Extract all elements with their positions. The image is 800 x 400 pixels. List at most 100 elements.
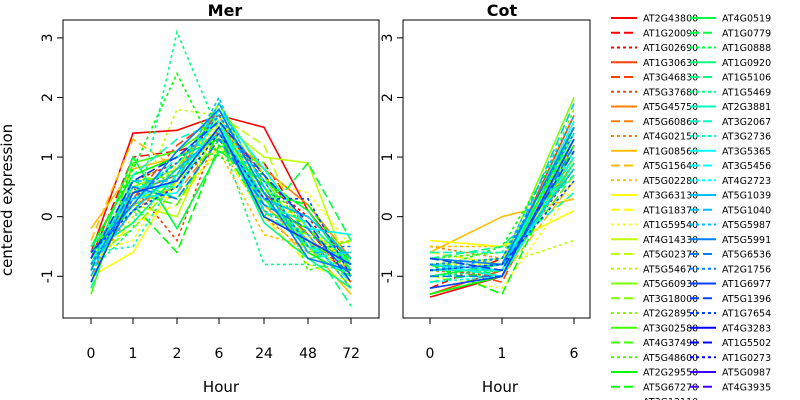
y-tick-label: 2 [380,93,396,102]
legend-label: AT2G1756 [722,264,771,275]
series-line [429,150,575,272]
y-tick-label: -1 [40,269,56,283]
legend-label: AT3G5456 [722,161,771,172]
legend-label: AT1G18370 [643,205,698,216]
legend: AT2G43800 AT1G20090 AT1G02690 AT1G30630 AT3G… [611,14,771,400]
panel-mer: Mer -1 0 1 2 3 0 1 2 6 24 48 72 Hour [40,1,380,396]
legend-label: AT3G02580 [643,323,698,334]
series-line [90,29,352,272]
legend-label: AT5G48600 [643,353,698,364]
y-tick-label: 0 [380,212,396,221]
legend-label: AT5G67270 [643,382,698,393]
x-axis-label-cot: Hour [482,378,519,396]
series-line [90,149,352,271]
legend-label: AT4G37490 [643,338,698,349]
legend-label: AT5G60860 [643,117,698,128]
series-line [90,137,352,277]
legend-label: AT1G7654 [722,309,771,320]
panel-title-mer: Mer [208,1,243,20]
legend-label: AT3G2736 [722,132,771,143]
y-axis-label: centered expression [0,124,16,276]
legend-label: AT3G12110 [643,397,698,400]
x-tick-label: 48 [299,346,317,362]
y-tick-label: 3 [380,33,396,42]
series-line [429,132,575,266]
legend-label: AT2G29550 [643,368,698,379]
legend-label: AT1G0273 [722,353,771,364]
x-axis-label-mer: Hour [203,378,240,396]
y-tick-label: 0 [40,212,56,221]
legend-label: AT5G5991 [722,235,771,246]
legend-label: AT5G02370 [643,250,698,261]
x-tick-label: 2 [173,346,182,362]
series-line [90,132,352,265]
series-line [429,174,575,260]
series-line [90,108,352,272]
legend-label: AT4G02150 [643,132,698,143]
legend-label: AT2G28950 [643,309,698,320]
legend-label: AT3G18000 [643,294,698,305]
legend-label: AT1G0888 [722,43,771,54]
series-line [429,138,575,289]
series-line [90,108,352,271]
legend-label: AT5G60930 [643,279,698,290]
legend-label: AT1G20090 [643,28,698,39]
series-line [90,120,352,283]
y-tick-label: 2 [40,93,56,102]
series-line [90,101,351,277]
legend-label: AT1G02690 [643,43,698,54]
legend-label: AT1G0779 [722,28,771,39]
legend-label: AT1G30630 [643,58,698,69]
plot-frame-cot [402,19,591,319]
series-line [429,198,575,254]
legend-label: AT5G37680 [643,87,698,98]
x-tick-label: 72 [342,346,360,362]
legend-label: AT1G5469 [722,87,771,98]
legend-label: AT5G1396 [722,294,771,305]
legend-label: AT5G02280 [643,176,698,187]
x-tick-label: 6 [570,346,579,362]
y-tick-label: 3 [40,33,56,42]
series-line [90,125,352,283]
x-tick-label: 24 [255,346,273,362]
legend-label: AT5G6536 [722,250,771,261]
panel-cot: Cot -1 0 1 2 3 0 1 6 Hour [380,1,591,396]
y-tick-label: 1 [380,153,396,162]
legend-label: AT3G46830 [643,73,698,84]
legend-label: AT5G1039 [722,191,771,202]
legend-label: AT3G63130 [643,191,698,202]
legend-label: AT5G5987 [722,220,771,231]
legend-label: AT4G3935 [722,382,771,393]
legend-label: AT1G08560 [643,146,698,157]
legend-label: AT2G3881 [722,102,771,113]
x-tick-label: 1 [129,346,138,362]
legend-label: AT1G6977 [722,279,771,290]
x-tick-label: 0 [426,346,435,362]
series-line [90,131,352,277]
legend-label: AT4G3283 [722,323,771,334]
legend-label: AT5G1040 [722,205,771,216]
series-line [90,114,351,265]
plot-frame-mer [62,19,380,319]
legend-label: AT5G54670 [643,264,698,275]
legend-label: AT1G59540 [643,220,698,231]
x-tick-label: 0 [87,346,96,362]
legend-label: AT5G0987 [722,368,771,379]
y-tick-label: -1 [380,269,396,283]
legend-label: AT3G2067 [722,117,771,128]
series-line [430,192,575,254]
legend-label: AT4G14330 [643,235,698,246]
x-tick-label: 6 [215,346,224,362]
series-line [90,95,352,289]
series-line [429,180,575,272]
x-tick-label: 1 [498,346,507,362]
legend-label: AT3G5365 [722,146,771,157]
legend-label: AT1G5502 [722,338,771,349]
legend-label: AT4G0519 [722,14,771,25]
legend-label: AT4G2723 [722,176,771,187]
legend-label: AT1G0920 [722,58,771,69]
legend-label: AT2G43800 [643,14,698,25]
panel-title-cot: Cot [487,1,518,20]
